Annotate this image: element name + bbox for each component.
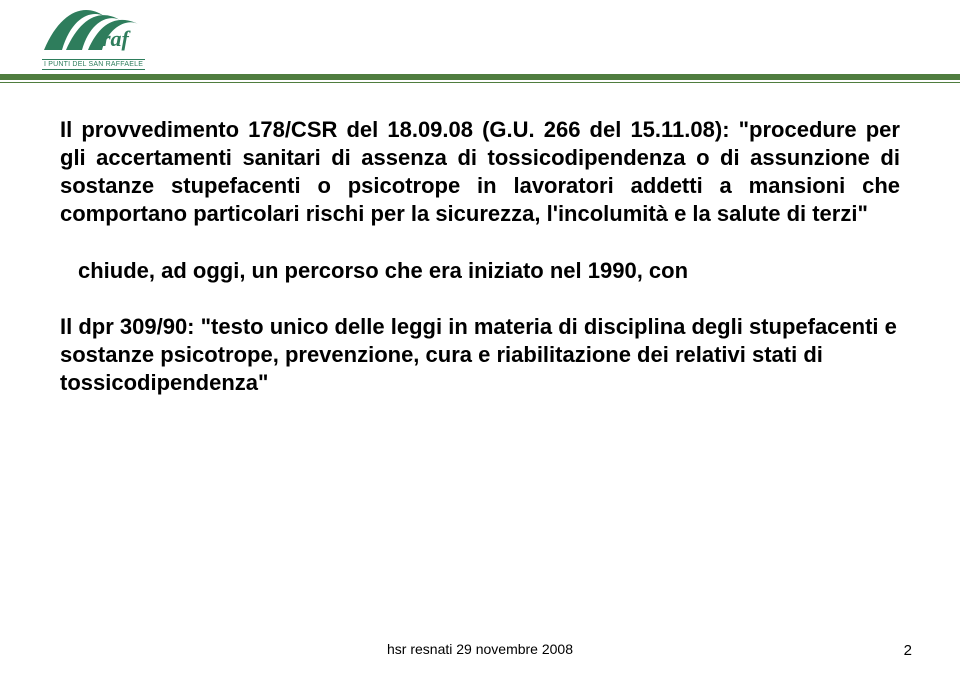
footer-text: hsr resnati 29 novembre 2008 [0, 641, 960, 657]
page-number: 2 [904, 642, 912, 659]
logo: raf I PUNTI DEL SAN RAFFAELE [42, 6, 158, 70]
title-paragraph: Il provvedimento 178/CSR del 18.09.08 (G… [60, 116, 900, 229]
logo-swoosh-icon: raf [42, 6, 158, 56]
header-rule-thick [0, 74, 960, 80]
dpr-block: Il dpr 309/90: "testo unico delle leggi … [60, 313, 900, 397]
header-rule-thin [0, 82, 960, 83]
slide-content: Il provvedimento 178/CSR del 18.09.08 (G… [0, 78, 960, 397]
mid-line: chiude, ad oggi, un percorso che era ini… [60, 257, 900, 285]
logo-subline: I PUNTI DEL SAN RAFFAELE [42, 59, 145, 70]
title-line1: Il provvedimento 178/CSR del 18.09.08 (G… [60, 117, 730, 142]
dpr-lead: Il dpr 309/90: [60, 314, 201, 339]
svg-text:raf: raf [102, 26, 132, 51]
slide-header: raf I PUNTI DEL SAN RAFFAELE [0, 0, 960, 78]
